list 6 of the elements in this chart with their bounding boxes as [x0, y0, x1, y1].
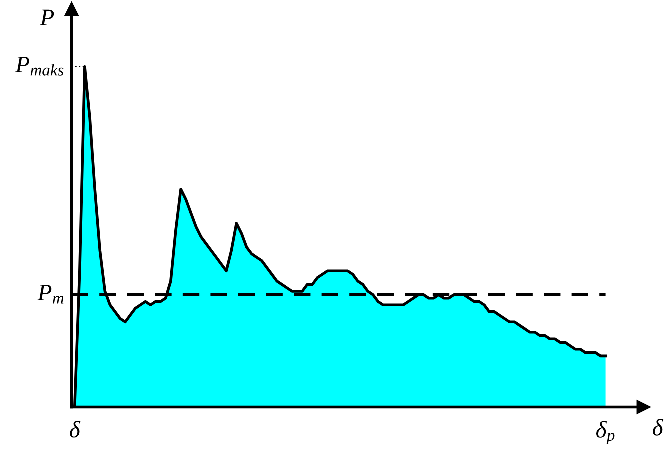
y-axis-title: P — [40, 10, 54, 26]
ref-line-label: P$_{m}$ — [38, 285, 64, 304]
text: δ — [70, 421, 81, 438]
text: δ$_{p}$ — [596, 421, 615, 444]
x-axis-title: δ — [652, 419, 664, 436]
ref-line-label: P$_{maks}$ — [15, 56, 64, 76]
